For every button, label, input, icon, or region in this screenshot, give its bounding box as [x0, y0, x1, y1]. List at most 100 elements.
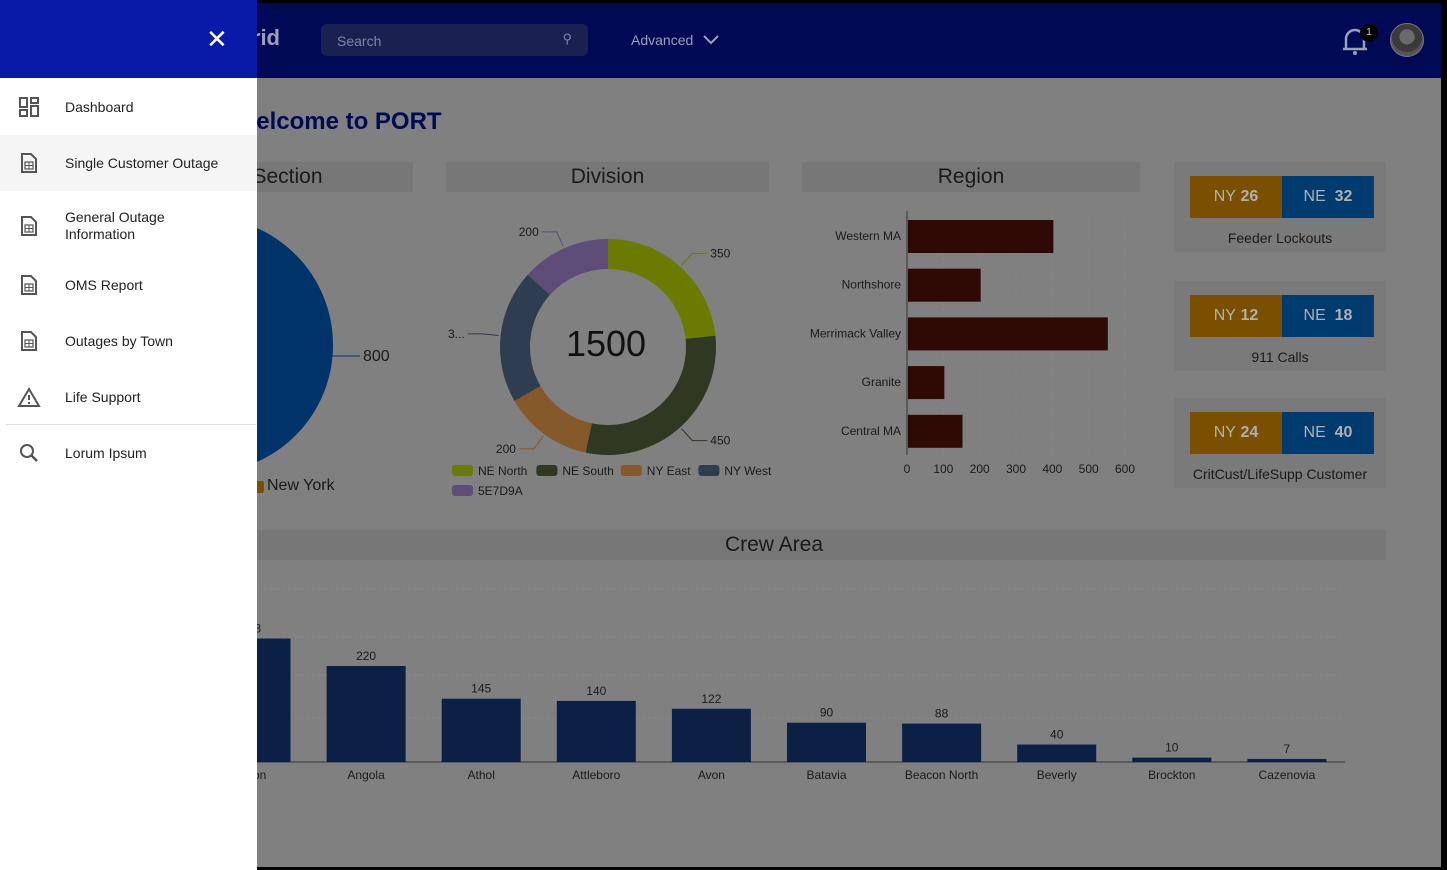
ne-value: 32: [1334, 188, 1353, 205]
donut-slice: [514, 386, 592, 453]
stat-card: NY 24 NE 40 CritCust/LifeSupp Customer: [1174, 398, 1386, 488]
legend-swatch: [452, 465, 473, 476]
ne-count[interactable]: NE 40: [1282, 412, 1374, 454]
ny-count[interactable]: NY 26: [1190, 176, 1282, 218]
ny-label: NY: [1213, 307, 1236, 324]
legend-label: NE South: [562, 464, 613, 478]
donut-data-label: 200: [496, 442, 516, 456]
region-bar: [908, 220, 1054, 253]
y-tick-label: Northshore: [842, 278, 902, 292]
donut-leader-line: [681, 252, 708, 266]
drawer-item-general-outage-information[interactable]: General Outage Information: [0, 198, 257, 254]
x-tick-label: Athol: [468, 768, 495, 782]
legend-label: 5E7D9A: [478, 484, 523, 498]
avatar[interactable]: [1390, 23, 1424, 57]
drawer-item-label: Single Customer Outage: [65, 154, 219, 171]
x-tick-label: 0: [904, 462, 911, 476]
bar-data-label: 90: [820, 706, 834, 720]
drawer-item-label: Life Support: [65, 388, 141, 405]
x-tick-label: 500: [1079, 462, 1099, 476]
crew-bar: [1132, 757, 1212, 762]
region-bar: [908, 414, 963, 448]
drawer-item-label: Lorum Ipsum: [65, 444, 147, 461]
stat-card: NY 12 NE 18 911 Calls: [1174, 281, 1386, 371]
drawer-item-dashboard[interactable]: Dashboard: [0, 79, 257, 135]
donut-leader-line: [681, 428, 708, 442]
ny-label: NY: [1213, 188, 1236, 205]
x-tick-label: Beverly: [1037, 768, 1077, 782]
region-bar-chart: 0 100 200 300 400 500 600 Western MA Northshore M…: [810, 211, 1135, 476]
donut-data-label: 3...: [448, 327, 465, 341]
document-icon: [0, 216, 65, 236]
drawer-item-single-customer-outage[interactable]: Single Customer Outage: [0, 135, 257, 191]
donut-data-label: 200: [519, 225, 539, 239]
search-icon: ⚲: [562, 31, 572, 46]
stat-caption: CritCust/LifeSupp Customer: [1192, 466, 1368, 482]
legend-new-york[interactable]: New York: [267, 477, 335, 494]
crew-bar: [671, 708, 751, 762]
ny-label: NY: [1213, 424, 1236, 441]
donut-data-label: 350: [710, 246, 730, 260]
drawer-item-oms-report[interactable]: OMS Report: [0, 257, 257, 313]
ne-count[interactable]: NE 32: [1282, 176, 1374, 218]
crew-bar: [1247, 758, 1327, 762]
document-icon: [0, 331, 65, 351]
crew-bar: [902, 723, 982, 762]
x-tick-label: 300: [1006, 462, 1026, 476]
bar-data-label: 10: [1165, 741, 1179, 755]
drawer-item-label: General Outage Information: [65, 209, 165, 242]
crew-area-card-title: Crew Area: [162, 530, 1386, 560]
donut-data-label: 450: [710, 434, 730, 448]
ny-value: 26: [1240, 188, 1259, 205]
pie-data-label: 800: [363, 348, 390, 365]
ne-value: 40: [1334, 424, 1353, 441]
advanced-dropdown[interactable]: Advanced: [631, 32, 719, 48]
y-tick-label: Western MA: [835, 229, 901, 243]
document-icon: [0, 275, 65, 295]
drawer-item-outages-by-town[interactable]: Outages by Town: [0, 313, 257, 369]
stat-caption: 911 Calls: [1251, 349, 1309, 365]
page-title: Welcome to PORT: [234, 108, 442, 135]
drawer-item-label: Dashboard: [65, 98, 134, 115]
donut-center-value: 1500: [565, 323, 647, 364]
crew-bar: [441, 698, 521, 762]
x-tick-label: Angola: [347, 768, 385, 782]
y-tick-label: Merrimack Valley: [810, 326, 901, 340]
donut-slice: [500, 274, 551, 401]
legend-label: NY West: [724, 464, 772, 478]
region-card-title: Region: [802, 162, 1140, 192]
chevron-down-icon: [703, 35, 719, 45]
bar-data-label: 140: [586, 684, 606, 698]
drawer-item-life-support[interactable]: Life Support: [0, 369, 257, 425]
donut-slice: [527, 239, 608, 295]
donut-leader-line: [541, 231, 564, 247]
region-bar: [908, 268, 981, 302]
ne-count[interactable]: NE 18: [1282, 295, 1374, 337]
legend-label: NY East: [647, 464, 691, 478]
x-tick-label: 200: [970, 462, 990, 476]
donut-slice: [585, 335, 716, 455]
division-card-title: Division: [446, 162, 769, 192]
drawer-item-lorum-ipsum[interactable]: Lorum Ipsum: [0, 425, 257, 481]
bar-data-label: 145: [471, 682, 491, 696]
search-input[interactable]: Search ⚲: [321, 24, 588, 56]
ny-count[interactable]: NY 12: [1190, 295, 1282, 337]
region-bar: [908, 317, 1108, 351]
ne-value: 18: [1334, 307, 1353, 324]
bar-data-label: 88: [935, 707, 949, 721]
bar-data-label: 122: [701, 692, 721, 706]
close-icon[interactable]: ✕: [206, 24, 228, 54]
ny-count[interactable]: NY 24: [1190, 412, 1282, 454]
warning-icon: [0, 387, 65, 407]
x-tick-label: Brockton: [1148, 768, 1195, 782]
legend-label: NE North: [478, 464, 527, 478]
x-tick-label: Attleboro: [572, 768, 620, 782]
donut-leader-line: [467, 333, 499, 336]
bar-data-label: 40: [1050, 728, 1064, 742]
region-bar: [908, 366, 945, 400]
x-tick-label: Avon: [698, 768, 725, 782]
legend-swatch: [536, 465, 558, 476]
crew-area-bar-chart: 283Acton220Angola145Athol140Attleboro122…: [192, 588, 1345, 782]
ny-value: 24: [1240, 424, 1259, 441]
x-tick-label: 400: [1042, 462, 1062, 476]
